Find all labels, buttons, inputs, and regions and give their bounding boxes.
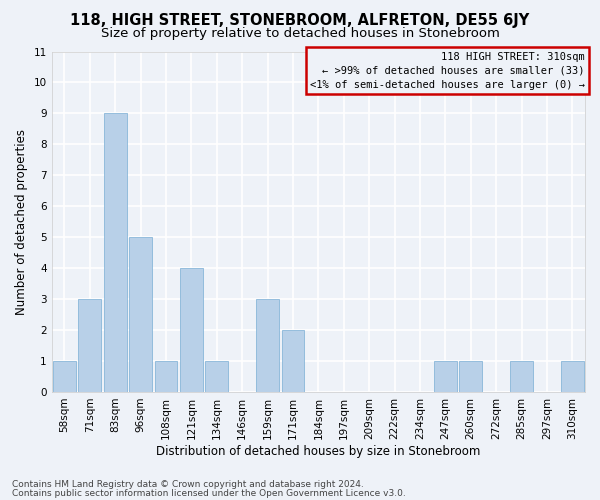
Bar — [434, 361, 457, 392]
Text: 118, HIGH STREET, STONEBROOM, ALFRETON, DE55 6JY: 118, HIGH STREET, STONEBROOM, ALFRETON, … — [70, 12, 530, 28]
Text: Contains public sector information licensed under the Open Government Licence v3: Contains public sector information licen… — [12, 488, 406, 498]
Bar — [129, 237, 152, 392]
Bar — [510, 361, 533, 392]
Bar — [155, 361, 178, 392]
Bar — [104, 114, 127, 392]
X-axis label: Distribution of detached houses by size in Stonebroom: Distribution of detached houses by size … — [156, 444, 481, 458]
Bar — [53, 361, 76, 392]
Bar — [561, 361, 584, 392]
Bar — [281, 330, 304, 392]
Bar — [180, 268, 203, 392]
Bar — [256, 299, 279, 392]
Text: 118 HIGH STREET: 310sqm
← >99% of detached houses are smaller (33)
<1% of semi-d: 118 HIGH STREET: 310sqm ← >99% of detach… — [310, 52, 585, 90]
Bar — [459, 361, 482, 392]
Bar — [79, 299, 101, 392]
Y-axis label: Number of detached properties: Number of detached properties — [15, 128, 28, 314]
Text: Contains HM Land Registry data © Crown copyright and database right 2024.: Contains HM Land Registry data © Crown c… — [12, 480, 364, 489]
Text: Size of property relative to detached houses in Stonebroom: Size of property relative to detached ho… — [101, 28, 499, 40]
Bar — [205, 361, 228, 392]
